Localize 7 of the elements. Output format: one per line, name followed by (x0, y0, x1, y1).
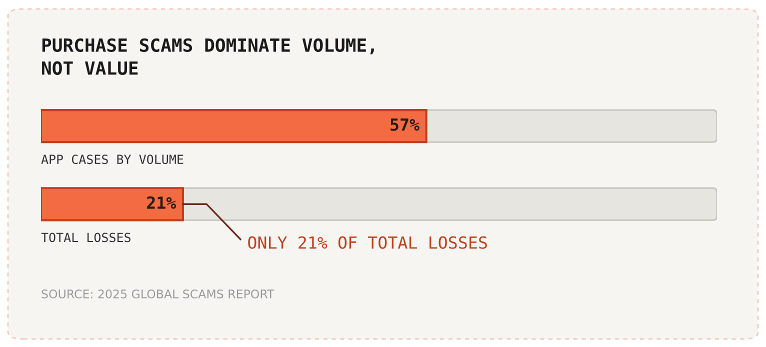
source-note: SOURCE: 2025 GLOBAL SCAMS REPORT (42, 289, 274, 298)
y-tick-label: TOTAL LOSSES (41, 232, 130, 242)
annotation: ONLY 21% OF TOTAL LOSSES (248, 236, 487, 249)
data-label: 57% (390, 118, 420, 131)
data-label: 21% (147, 196, 176, 209)
chart-title: PURCHASE SCAMS DOMINATE VOLUME, NOT VALUE (42, 38, 374, 75)
y-tick-label: APP CASES BY VOLUME (41, 154, 184, 164)
